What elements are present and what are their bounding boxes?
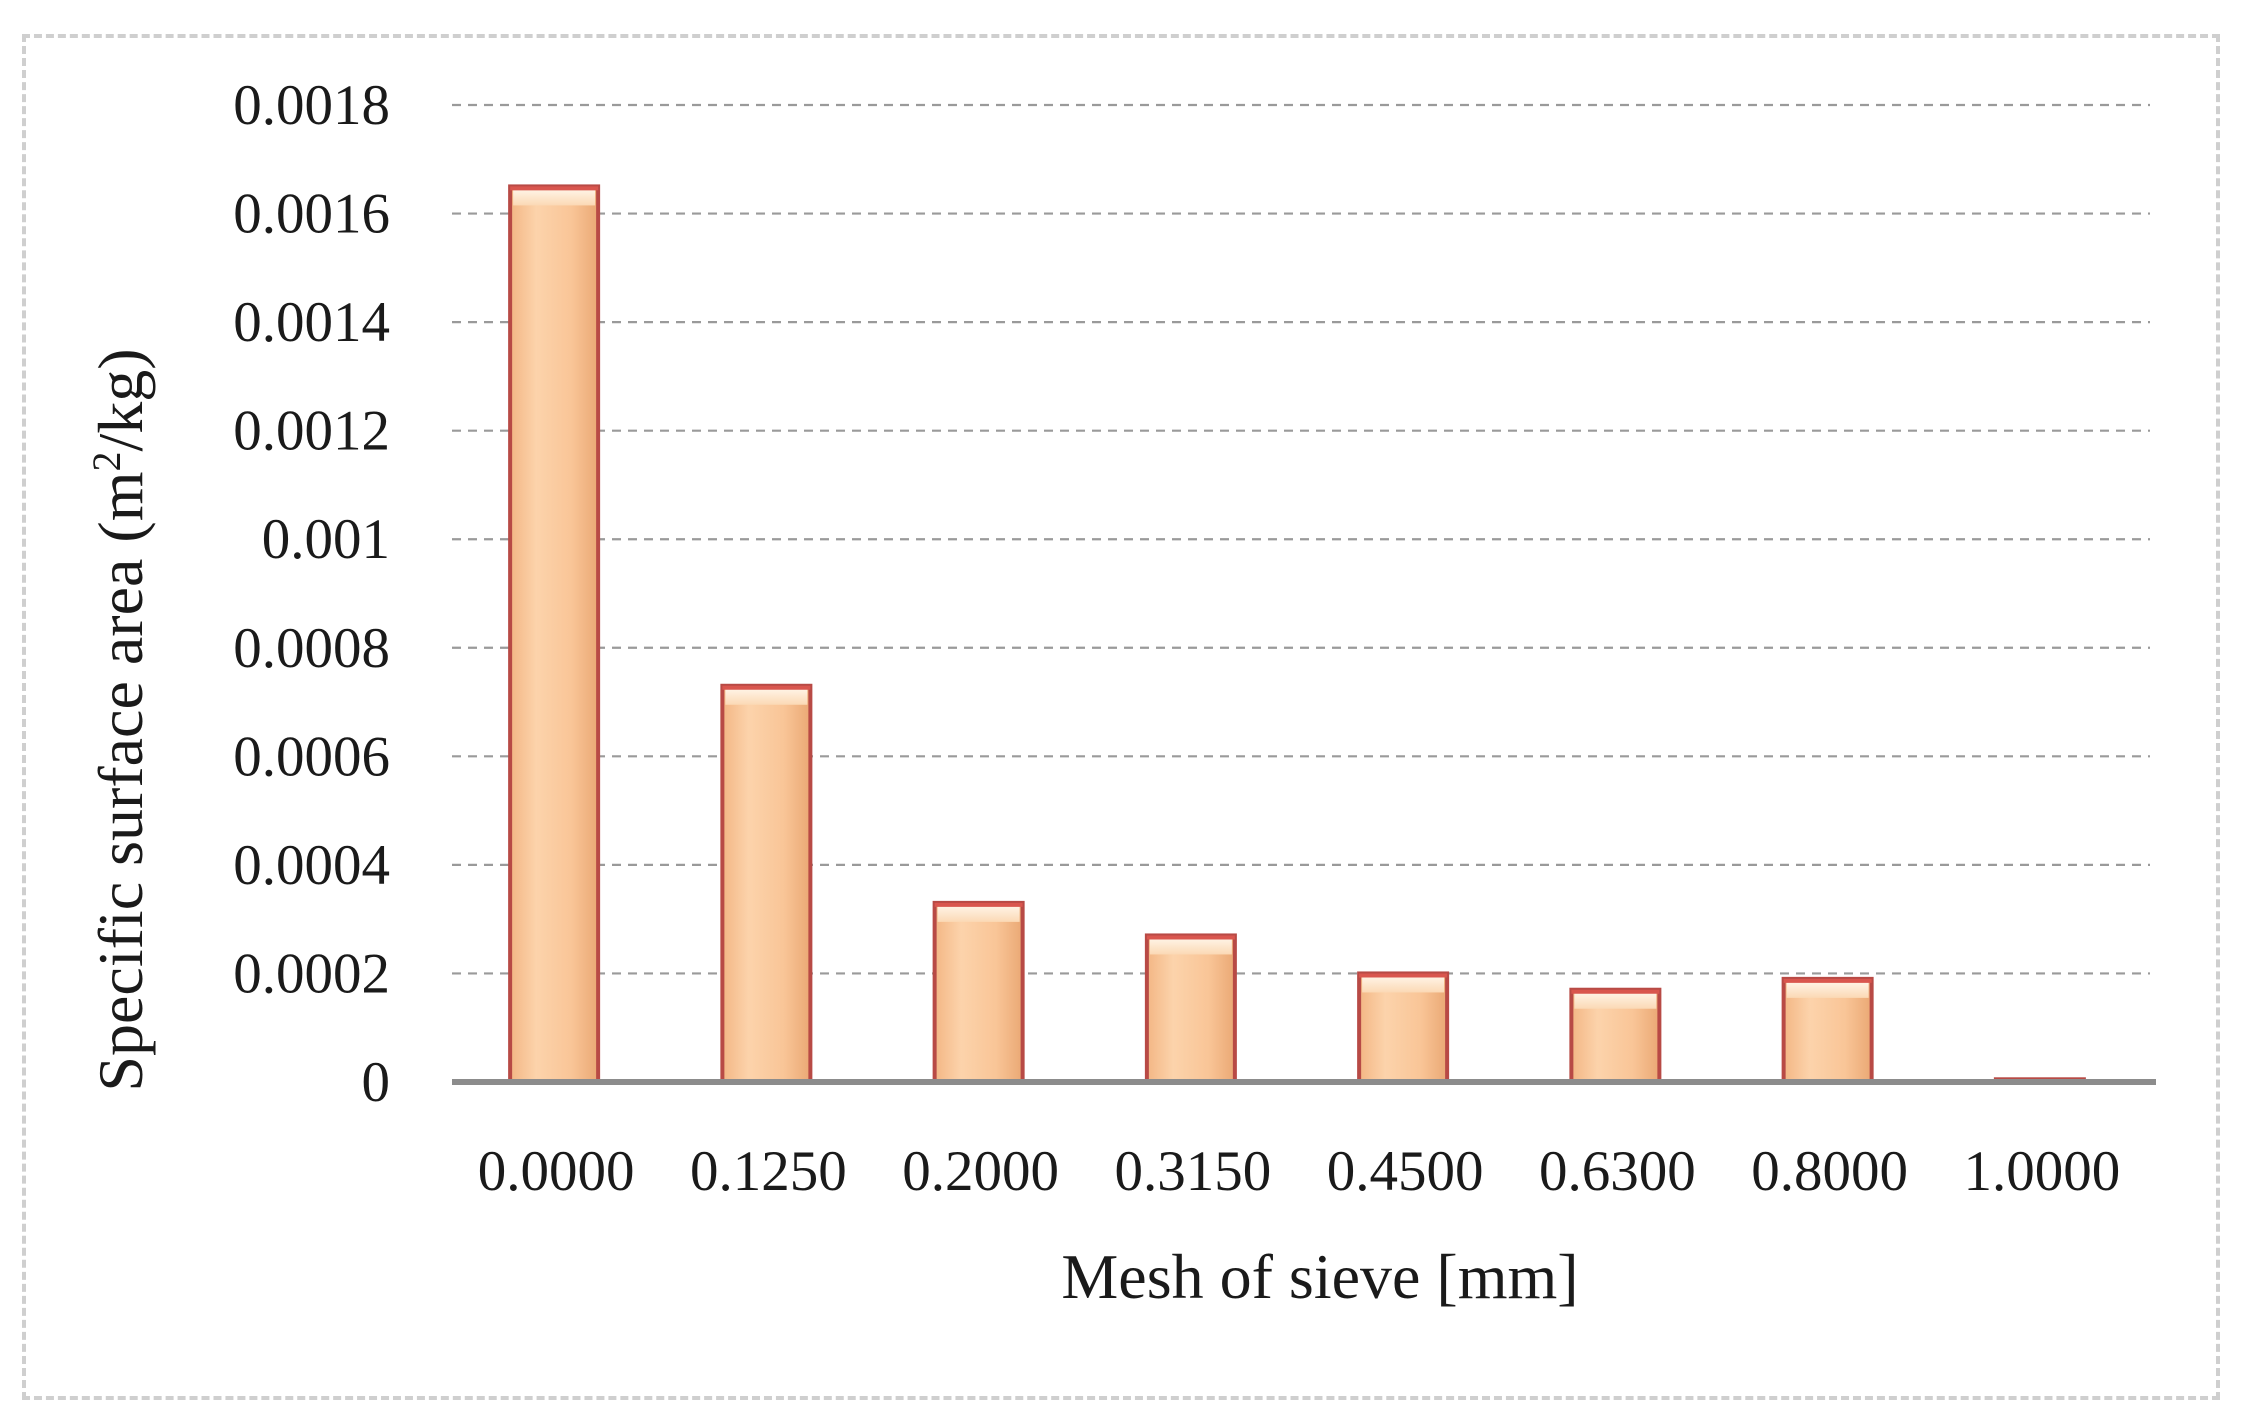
bar-cap [725, 688, 808, 705]
x-tick-label: 0.8000 [1751, 1140, 1908, 1203]
y-tick-label: 0.0014 [233, 291, 390, 354]
bar-cap [1574, 992, 1657, 1009]
y-axis-title-unit: /kg) [85, 348, 156, 451]
bar-cap [937, 905, 1020, 922]
bar [508, 184, 601, 1084]
chart-frame [22, 34, 2220, 1400]
bar-cap [1149, 938, 1232, 955]
x-axis-title: Mesh of sieve [mm] [1061, 1241, 1578, 1312]
bars [508, 184, 2086, 1085]
y-axis-title-main: Specific surface area (m [85, 472, 156, 1092]
x-tick-label: 1.0000 [1964, 1140, 2121, 1203]
y-tick-label: 0.0004 [233, 834, 390, 897]
bar-0.1250 [720, 683, 813, 1084]
bar-cap [513, 189, 596, 206]
y-tick-label: 0.001 [262, 508, 390, 571]
bar [932, 900, 1025, 1085]
y-tick-label: 0.0006 [233, 725, 390, 788]
y-tick-label: 0 [362, 1051, 391, 1114]
y-tick-label: 0.0008 [233, 617, 390, 680]
x-axis-tick-labels: 0.0000 0.1250 0.2000 0.3150 0.4500 0.6300 0.80… [478, 1140, 2121, 1203]
gridlines [452, 103, 2150, 975]
bar-0.3150 [1144, 933, 1237, 1085]
y-tick-label: 0.0016 [233, 183, 390, 246]
y-tick-label: 0.0002 [233, 942, 390, 1005]
x-tick-label: 0.3150 [1115, 1140, 1272, 1203]
bar [720, 683, 813, 1084]
bar-0.4500 [1357, 971, 1450, 1085]
x-tick-label: 0.2000 [902, 1140, 1059, 1203]
x-tick-label: 0.4500 [1327, 1140, 1484, 1203]
y-tick-label: 0.0018 [233, 74, 390, 137]
bar-0.8000 [1781, 976, 1874, 1084]
x-tick-label: 0.6300 [1539, 1140, 1696, 1203]
bar [1144, 933, 1237, 1085]
y-tick-label: 0.0012 [233, 400, 390, 463]
bar-cap [1362, 976, 1445, 993]
y-axis-title: Specific surface area (m2/kg) [84, 348, 157, 1091]
bar-0.2000 [932, 900, 1025, 1085]
bar-0.0000 [508, 184, 601, 1084]
x-tick-label: 0.1250 [690, 1140, 847, 1203]
bar-0.6300 [1569, 987, 1662, 1085]
bar-cap [1786, 981, 1869, 998]
y-axis-title-superscript: 2 [84, 452, 129, 472]
x-tick-label: 0.0000 [478, 1140, 635, 1203]
y-axis-tick-labels: 0 0.0002 0.0004 0.0006 0.0008 0.001 0.0012 0.00… [233, 74, 390, 1114]
